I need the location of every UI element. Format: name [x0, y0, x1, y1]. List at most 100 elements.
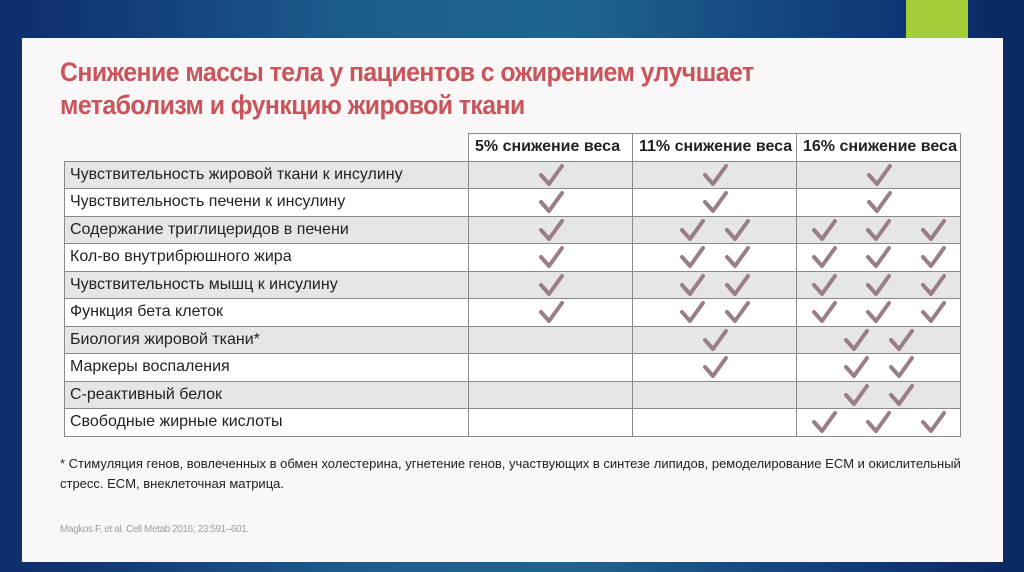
checkmark-icon — [866, 301, 892, 324]
check-cell — [632, 408, 797, 437]
row-label: Чувствительность мышц к инсулину — [64, 270, 469, 299]
check-cell — [632, 325, 797, 354]
checks — [797, 217, 960, 244]
check-cell — [796, 298, 961, 327]
checkmark-icon — [679, 246, 705, 269]
checkmark-icon — [889, 356, 915, 379]
checkmark-icon — [920, 218, 946, 241]
checkmark-icon — [538, 163, 564, 186]
checkmark-icon — [920, 411, 946, 434]
checkmark-icon — [889, 328, 915, 351]
checkmark-icon — [725, 273, 751, 296]
check-cell — [468, 215, 633, 244]
check-cell — [796, 160, 961, 189]
checkmark-icon — [866, 191, 892, 214]
checks — [633, 217, 796, 244]
checkmark-icon — [702, 328, 728, 351]
row-label: Чувствительность печени к инсулину — [64, 188, 469, 217]
checkmark-icon — [538, 191, 564, 214]
checkmark-icon — [866, 411, 892, 434]
check-cell — [796, 215, 961, 244]
checks — [797, 162, 960, 189]
slide-title: Снижение массы тела у пациентов с ожирен… — [60, 57, 754, 120]
checkmark-icon — [538, 218, 564, 241]
checkmark-icon — [889, 383, 915, 406]
table-row: Свободные жирные кислоты — [64, 408, 961, 437]
checks — [797, 272, 960, 299]
check-cell — [632, 160, 797, 189]
checkmark-icon — [702, 191, 728, 214]
check-cell — [632, 298, 797, 327]
table-row: С-реактивный белок — [64, 380, 961, 409]
checkmark-icon — [725, 246, 751, 269]
check-cell — [796, 270, 961, 299]
check-cell — [468, 353, 633, 382]
checkmark-icon — [920, 246, 946, 269]
checkmark-icon — [866, 163, 892, 186]
check-cell — [468, 270, 633, 299]
checks — [633, 272, 796, 299]
check-cell — [632, 380, 797, 409]
row-label: Свободные жирные кислоты — [64, 408, 469, 437]
checkmark-icon — [538, 273, 564, 296]
check-cell — [796, 408, 961, 437]
checkmark-icon — [843, 383, 869, 406]
check-cell — [796, 380, 961, 409]
checkmark-icon — [920, 301, 946, 324]
row-label: Биология жировой ткани* — [64, 325, 469, 354]
checks — [797, 244, 960, 271]
checkmark-icon — [702, 356, 728, 379]
accent-block — [906, 0, 968, 38]
table-row: Кол-во внутрибрюшного жира — [64, 243, 961, 272]
checks — [797, 354, 960, 381]
checkmark-icon — [812, 273, 838, 296]
checks — [469, 162, 632, 189]
checks — [797, 299, 960, 326]
checks — [633, 354, 796, 381]
table-row: Маркеры воспаления — [64, 353, 961, 382]
checkmark-icon — [920, 273, 946, 296]
checkmark-icon — [843, 356, 869, 379]
row-label: Чувствительность жировой ткани к инсулин… — [64, 160, 469, 189]
checkmark-icon — [812, 301, 838, 324]
table-row: Содержание триглицеридов в печени — [64, 215, 961, 244]
check-cell — [468, 298, 633, 327]
checks — [633, 299, 796, 326]
header-empty — [65, 134, 469, 162]
check-cell — [632, 188, 797, 217]
checkmark-icon — [725, 301, 751, 324]
column-header: 16% снижение веса — [796, 133, 961, 162]
checks — [797, 409, 960, 436]
check-cell — [468, 243, 633, 272]
checks — [797, 327, 960, 354]
checkmark-icon — [812, 218, 838, 241]
checkmark-icon — [538, 246, 564, 269]
checks — [469, 272, 632, 299]
checkmark-icon — [843, 328, 869, 351]
row-label: Функция бета клеток — [64, 298, 469, 327]
header-row: 5% снижение веса 11% снижение веса 16% с… — [65, 133, 961, 162]
table-row: Функция бета клеток — [64, 298, 961, 327]
checks — [633, 244, 796, 271]
row-label: Кол-во внутрибрюшного жира — [64, 243, 469, 272]
table-row: Чувствительность печени к инсулину — [64, 188, 961, 217]
check-cell — [632, 270, 797, 299]
checkmark-icon — [679, 273, 705, 296]
check-cell — [468, 380, 633, 409]
checks — [469, 217, 632, 244]
check-cell — [796, 243, 961, 272]
check-cell — [468, 188, 633, 217]
check-cell — [796, 353, 961, 382]
check-cell — [632, 215, 797, 244]
checks — [633, 189, 796, 216]
column-header: 11% снижение веса — [632, 133, 797, 162]
check-cell — [796, 188, 961, 217]
checkmark-icon — [538, 301, 564, 324]
check-cell — [468, 408, 633, 437]
row-label: С-реактивный белок — [64, 380, 469, 409]
table-row: Чувствительность жировой ткани к инсулин… — [64, 160, 961, 189]
check-cell — [468, 160, 633, 189]
check-cell — [468, 325, 633, 354]
checks — [469, 299, 632, 326]
checkmark-icon — [725, 218, 751, 241]
